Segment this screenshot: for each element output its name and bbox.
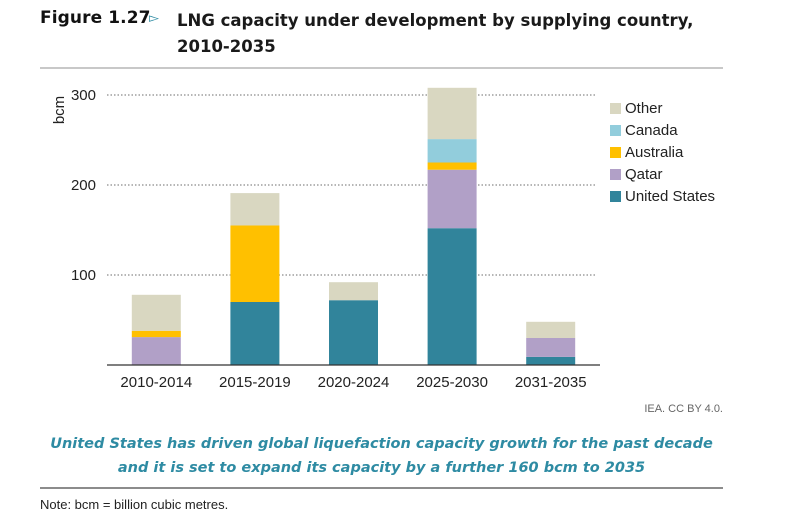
bottom-divider <box>40 487 723 489</box>
bar-segment-qatar <box>131 337 181 365</box>
title-divider <box>40 67 723 69</box>
bar-segment-united-states <box>526 356 576 365</box>
gridlines <box>107 94 597 276</box>
legend-swatch <box>610 146 621 158</box>
bar-segment-canada <box>427 139 477 163</box>
bar-segment-other <box>526 321 576 338</box>
stacked-bar-chart: 100 200 300 2010-2014 2015-2019 2020-2024 2025… <box>51 87 600 391</box>
triangle-right-outline-icon: ▻ <box>149 11 159 26</box>
source-credit: IEA. CC BY 4.0. <box>644 403 723 415</box>
legend-item: Australia <box>610 141 715 163</box>
x-tick-label: 2031-2035 <box>515 374 587 391</box>
bars <box>131 87 576 365</box>
bar-segment-other <box>427 87 477 140</box>
figure-title-line-1: LNG capacity under development by supply… <box>177 11 694 30</box>
legend-swatch <box>610 168 621 180</box>
legend-item: Qatar <box>610 163 715 185</box>
figure-number: Figure 1.27 <box>40 8 151 28</box>
bar-segment-united-states <box>427 228 477 365</box>
bar-segment-other <box>230 193 280 226</box>
legend-swatch <box>610 102 621 114</box>
legend-swatch <box>610 124 621 136</box>
y-tick-label: 200 <box>71 177 96 194</box>
legend-label: Australia <box>625 143 684 161</box>
x-tick-label: 2010-2014 <box>120 374 192 391</box>
figure-takeaway: United States has driven global liquefac… <box>40 432 723 480</box>
bar-stack-2015-2019 <box>230 193 280 365</box>
x-tick-label: 2020-2024 <box>318 374 390 391</box>
figure-title-line-2: 2010-2035 <box>177 37 276 56</box>
footnote: Note: bcm = billion cubic metres. <box>40 497 229 512</box>
figure-title: LNG capacity under development by supply… <box>177 8 737 60</box>
bar-segment-qatar <box>427 169 477 229</box>
bar-segment-other <box>329 282 378 301</box>
y-tick-label: 100 <box>71 267 96 284</box>
x-tick-label: 2025-2030 <box>416 374 488 391</box>
bar-stack-2020-2024 <box>329 282 378 365</box>
bar-segment-united-states <box>329 300 378 365</box>
bar-stack-2010-2014 <box>131 294 181 365</box>
legend-label: Canada <box>625 121 678 139</box>
y-tick-label: 300 <box>71 87 96 104</box>
chart-legend: Other Canada Australia Qatar United States <box>610 97 715 207</box>
bar-segment-australia <box>427 162 477 170</box>
takeaway-line-1: United States has driven global liquefac… <box>50 436 713 452</box>
legend-swatch <box>610 190 621 202</box>
legend-item: United States <box>610 185 715 207</box>
legend-label: Qatar <box>625 165 663 183</box>
takeaway-line-2: and it is set to expand its capacity by … <box>117 460 646 476</box>
bar-segment-united-states <box>230 302 280 365</box>
bar-segment-australia <box>131 330 181 338</box>
bar-segment-australia <box>230 225 280 302</box>
bar-stack-2031-2035 <box>526 321 576 365</box>
legend-item: Canada <box>610 119 715 141</box>
legend-item: Other <box>610 97 715 119</box>
bar-segment-qatar <box>526 338 576 357</box>
bar-segment-other <box>131 294 181 331</box>
bar-stack-2025-2030 <box>427 87 477 365</box>
legend-label: Other <box>625 99 663 117</box>
y-axis-title: bcm <box>51 96 68 124</box>
legend-label: United States <box>625 187 716 205</box>
axes: 100 200 300 2010-2014 2015-2019 2020-2024 2025… <box>71 87 600 391</box>
x-tick-label: 2015-2019 <box>219 374 291 391</box>
